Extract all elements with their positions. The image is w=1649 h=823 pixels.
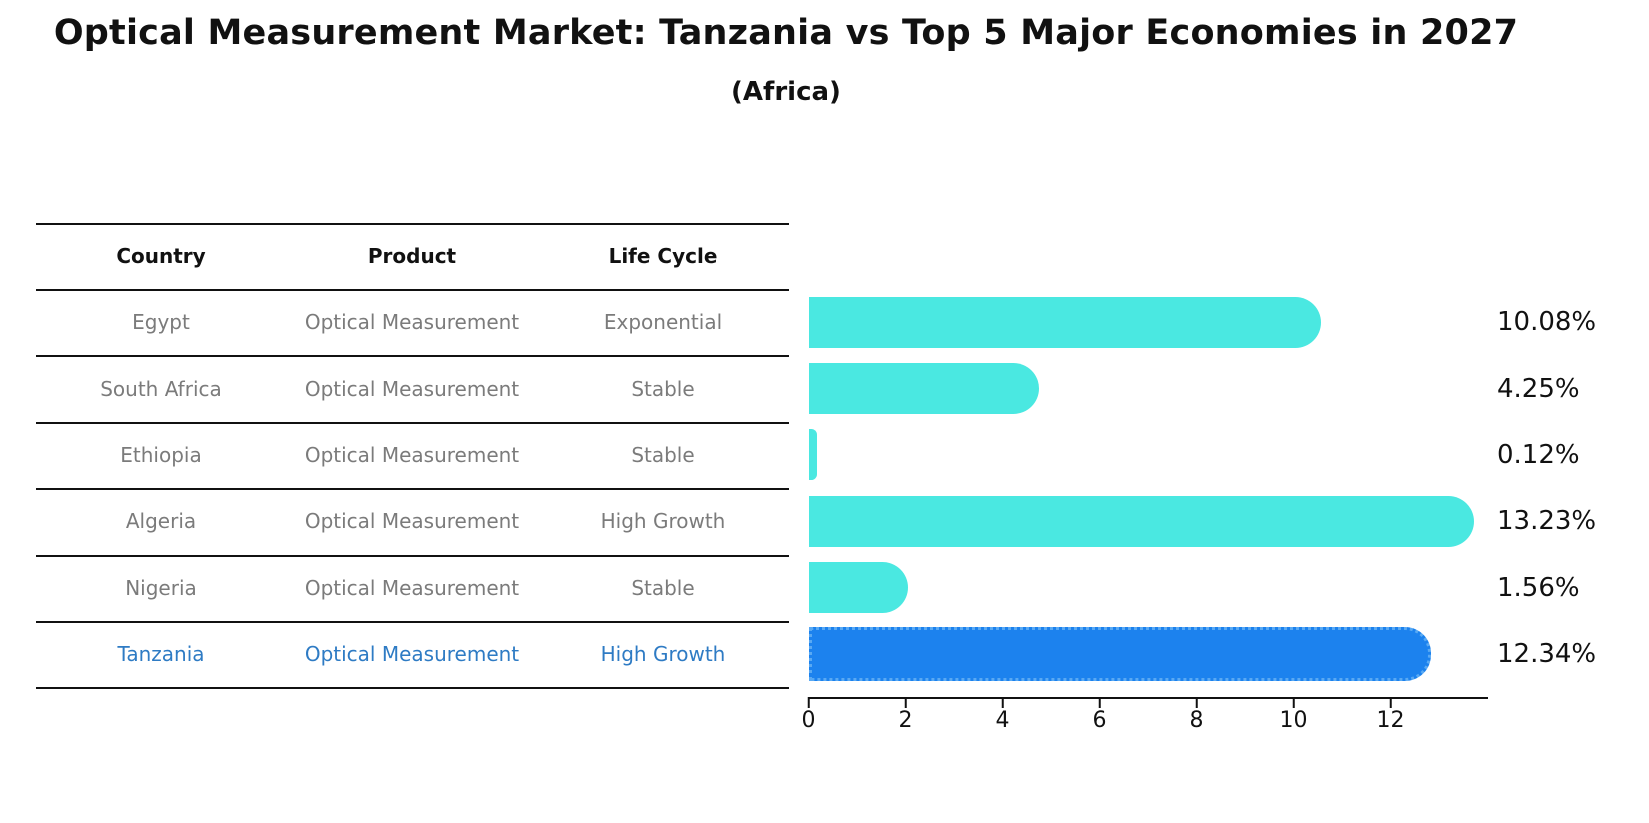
- table-cell-country: Tanzania: [117, 642, 205, 667]
- x-axis-tick: [1292, 696, 1295, 708]
- x-axis-tick: [904, 696, 907, 708]
- table-cell-product: Optical Measurement: [304, 310, 520, 335]
- table-cell-life_cycle: High Growth: [600, 642, 726, 667]
- table-header-country: Country: [116, 243, 206, 268]
- bar-ethiopia: [808, 429, 818, 481]
- table-row-divider: [36, 620, 789, 624]
- x-axis-tick: [1098, 696, 1101, 708]
- table-cell-product: Optical Measurement: [304, 442, 520, 467]
- x-axis-tick-label: 10: [1279, 708, 1308, 733]
- bar-egypt: [808, 296, 1322, 348]
- table-cell-country: Nigeria: [125, 575, 197, 600]
- table-row-divider: [36, 222, 789, 225]
- chart-title: Optical Measurement Market: Tanzania vs …: [53, 13, 1519, 53]
- table-header-life_cycle: Life Cycle: [608, 243, 718, 268]
- table-cell-life_cycle: Stable: [631, 575, 695, 600]
- table-header-product: Product: [367, 243, 457, 268]
- table-cell-country: Egypt: [132, 310, 190, 335]
- table-cell-country: Ethiopia: [120, 442, 202, 467]
- table-row-divider: [36, 288, 789, 292]
- table-row-divider: [36, 554, 789, 557]
- table-cell-product: Optical Measurement: [304, 575, 520, 600]
- table-cell-product: Optical Measurement: [304, 642, 520, 667]
- table-cell-life_cycle: Exponential: [603, 310, 723, 335]
- table-cell-life_cycle: Stable: [631, 442, 695, 467]
- x-axis-tick: [1195, 696, 1198, 708]
- bar-value-label: 4.25%: [1497, 373, 1580, 404]
- bar-tanzania: [808, 627, 1431, 682]
- table-row-divider: [36, 421, 789, 424]
- table-row-divider: [36, 355, 789, 358]
- x-axis-tick: [807, 696, 810, 708]
- x-axis-tick-label: 0: [801, 708, 816, 733]
- bar-algeria: [808, 495, 1475, 547]
- table-cell-country: South Africa: [100, 376, 222, 401]
- x-axis-tick-label: 12: [1376, 708, 1405, 733]
- bar-value-label: 12.34%: [1497, 639, 1597, 670]
- x-axis-tick-label: 6: [1092, 708, 1107, 733]
- bar-value-label: 1.56%: [1497, 572, 1580, 603]
- x-axis-tick: [1389, 696, 1392, 708]
- x-axis-tick: [1001, 696, 1004, 708]
- table-cell-country: Algeria: [125, 509, 197, 534]
- bar-value-label: 13.23%: [1497, 506, 1597, 537]
- x-axis-tick-label: 8: [1189, 708, 1204, 733]
- x-axis-line: [808, 696, 1488, 699]
- table-row-divider: [36, 687, 789, 690]
- chart-subtitle: (Africa): [731, 77, 841, 107]
- x-axis-tick-label: 4: [995, 708, 1010, 733]
- bar-nigeria: [808, 562, 909, 614]
- table-cell-life_cycle: High Growth: [600, 509, 726, 534]
- x-axis-tick-label: 2: [898, 708, 913, 733]
- bar-value-label: 0.12%: [1497, 439, 1580, 470]
- table-row-divider: [36, 488, 789, 491]
- table-cell-life_cycle: Stable: [631, 376, 695, 401]
- table-cell-product: Optical Measurement: [304, 376, 520, 401]
- bar-south-africa: [808, 363, 1039, 414]
- bar-value-label: 10.08%: [1497, 307, 1597, 338]
- table-cell-product: Optical Measurement: [304, 509, 520, 534]
